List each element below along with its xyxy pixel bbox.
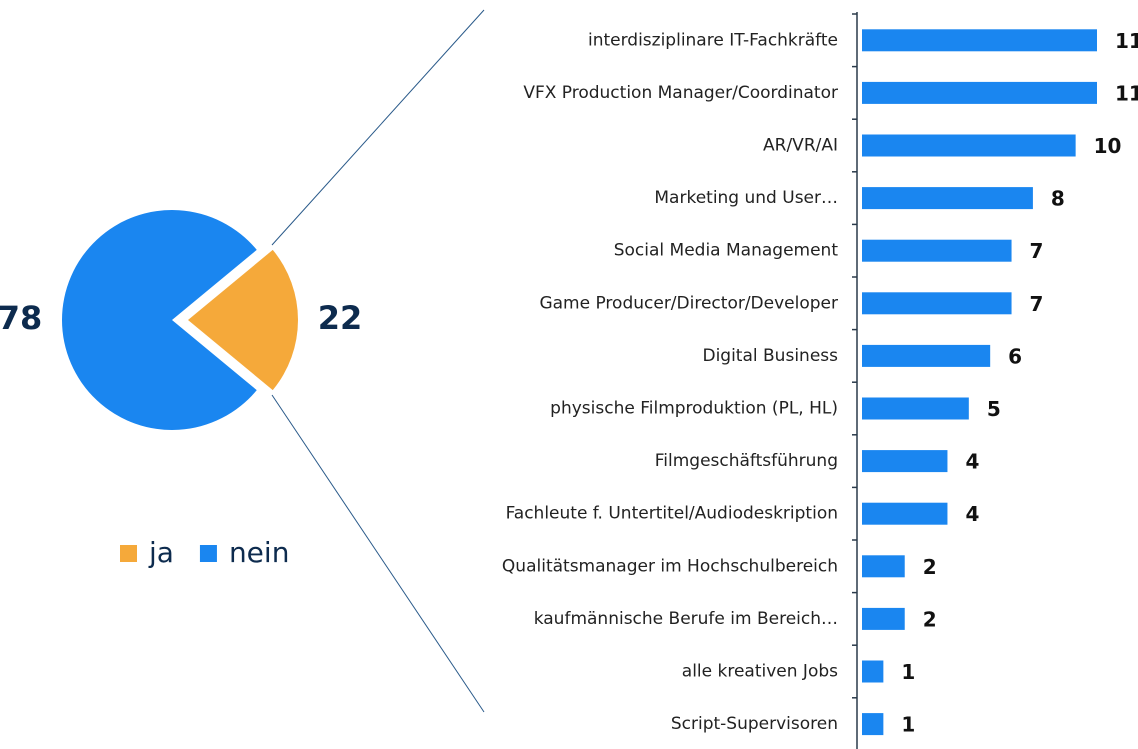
pie-value-label: 78 — [0, 299, 42, 337]
value-label: 6 — [1008, 344, 1022, 368]
bar — [862, 29, 1097, 52]
value-label: 11 — [1115, 29, 1138, 53]
bar — [862, 81, 1097, 104]
category-label: interdisziplinare IT-Fachkräfte — [588, 30, 838, 50]
pie-slice — [188, 249, 298, 391]
value-label: 4 — [965, 502, 979, 526]
pie-slice — [62, 209, 257, 430]
value-label: 5 — [987, 397, 1001, 421]
bar — [862, 397, 969, 420]
value-label: 11 — [1115, 81, 1138, 105]
bar — [862, 292, 1012, 315]
bar — [862, 502, 948, 525]
category-label: Script-Supervisoren — [671, 714, 838, 734]
bar — [862, 187, 1033, 210]
bar — [862, 555, 905, 578]
legend-swatch — [120, 545, 137, 562]
category-label: Marketing und User… — [654, 188, 838, 208]
category-label: VFX Production Manager/Coordinator — [523, 83, 838, 103]
value-label: 8 — [1051, 187, 1065, 211]
connector-line — [271, 9, 485, 246]
value-label: 4 — [965, 450, 979, 474]
value-label: 7 — [1030, 239, 1044, 263]
value-label: 10 — [1094, 134, 1122, 158]
category-label: Qualitätsmanager im Hochschulbereich — [502, 556, 838, 576]
category-label: Digital Business — [702, 346, 838, 366]
category-label: Social Media Management — [614, 241, 839, 261]
category-label: Game Producer/Director/Developer — [539, 293, 838, 313]
category-label: kaufmännische Berufe im Bereich… — [534, 609, 838, 629]
bar — [862, 660, 884, 683]
category-label: Fachleute f. Untertitel/Audiodeskription — [506, 504, 838, 524]
category-label: alle kreativen Jobs — [682, 662, 838, 682]
legend-label: ja — [148, 536, 174, 569]
value-label: 1 — [901, 713, 915, 737]
value-label: 1 — [901, 660, 915, 684]
category-label: physische Filmproduktion (PL, HL) — [550, 399, 838, 419]
value-label: 7 — [1030, 292, 1044, 316]
legend-swatch — [199, 545, 217, 562]
connector-line — [271, 394, 485, 713]
bar — [862, 713, 884, 736]
bar — [862, 239, 1012, 262]
value-label: 2 — [923, 607, 937, 631]
bar — [862, 450, 948, 473]
bar — [862, 607, 905, 630]
legend-label: nein — [229, 536, 290, 569]
bar — [862, 344, 991, 367]
category-label: Filmgeschäftsführung — [655, 451, 838, 471]
bar — [862, 134, 1076, 157]
category-label: AR/VR/AI — [763, 136, 838, 156]
value-label: 2 — [923, 555, 937, 579]
pie-value-label: 22 — [318, 299, 363, 337]
